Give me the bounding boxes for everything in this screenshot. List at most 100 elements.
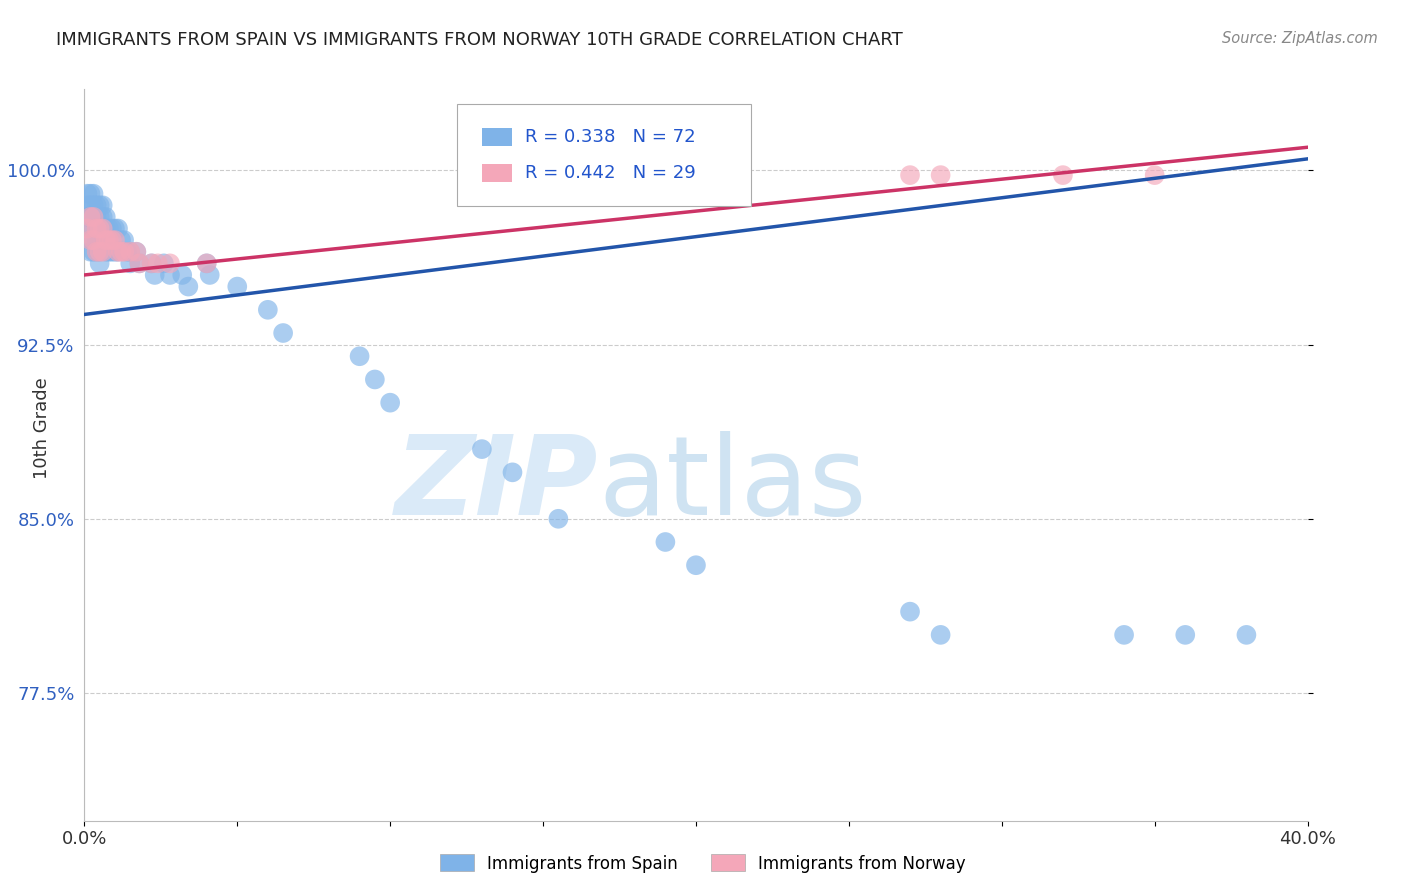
Point	[86, 233, 108, 247]
Point	[79, 210, 101, 224]
Point	[172, 268, 194, 282]
Text: R = 0.338   N = 72: R = 0.338 N = 72	[524, 128, 696, 145]
Point	[120, 256, 142, 270]
Point	[83, 221, 105, 235]
Point	[83, 186, 105, 201]
Point	[898, 168, 921, 182]
Point	[79, 233, 101, 247]
Point	[91, 198, 114, 212]
Text: 10th Grade: 10th Grade	[34, 377, 51, 479]
Point	[115, 244, 138, 259]
Point	[91, 221, 114, 235]
Point	[83, 244, 105, 259]
Point	[79, 198, 101, 212]
Point	[929, 628, 952, 642]
Point	[1052, 168, 1074, 182]
Point	[128, 256, 150, 270]
Point	[104, 221, 127, 235]
Point	[83, 210, 105, 224]
Point	[91, 210, 114, 224]
Point	[146, 256, 169, 270]
Point	[107, 244, 129, 259]
Point	[107, 244, 129, 259]
Point	[107, 221, 129, 235]
Point	[195, 256, 218, 270]
Point	[89, 221, 111, 235]
Point	[76, 186, 98, 201]
Point	[89, 221, 111, 235]
Point	[685, 558, 707, 573]
Text: Source: ZipAtlas.com: Source: ZipAtlas.com	[1222, 31, 1378, 46]
Point	[97, 233, 120, 247]
FancyBboxPatch shape	[482, 128, 513, 146]
Point	[110, 244, 132, 259]
Point	[364, 372, 387, 386]
Point	[177, 279, 200, 293]
Text: R = 0.442   N = 29: R = 0.442 N = 29	[524, 164, 696, 182]
Point	[226, 279, 249, 293]
Point	[101, 244, 124, 259]
Point	[547, 512, 569, 526]
Text: atlas: atlas	[598, 431, 866, 538]
Point	[125, 244, 148, 259]
Point	[101, 221, 124, 235]
Point	[91, 244, 114, 259]
Point	[125, 244, 148, 259]
Point	[89, 233, 111, 247]
Point	[79, 233, 101, 247]
Point	[94, 221, 117, 235]
Point	[91, 221, 114, 235]
Point	[86, 221, 108, 235]
Point	[94, 244, 117, 259]
Point	[101, 233, 124, 247]
Point	[159, 268, 181, 282]
Point	[195, 256, 218, 270]
FancyBboxPatch shape	[482, 164, 513, 183]
Point	[153, 256, 176, 270]
Legend: Immigrants from Spain, Immigrants from Norway: Immigrants from Spain, Immigrants from N…	[434, 847, 972, 880]
Point	[76, 221, 98, 235]
Text: ZIP: ZIP	[395, 431, 598, 538]
Text: IMMIGRANTS FROM SPAIN VS IMMIGRANTS FROM NORWAY 10TH GRADE CORRELATION CHART: IMMIGRANTS FROM SPAIN VS IMMIGRANTS FROM…	[56, 31, 903, 49]
Point	[112, 244, 135, 259]
Point	[104, 233, 127, 247]
Point	[898, 605, 921, 619]
Point	[86, 221, 108, 235]
Point	[1114, 628, 1136, 642]
Point	[929, 168, 952, 182]
Point	[76, 198, 98, 212]
Point	[654, 535, 676, 549]
Point	[97, 221, 120, 235]
Point	[257, 302, 280, 317]
Point	[79, 186, 101, 201]
Point	[89, 244, 111, 259]
Point	[110, 233, 132, 247]
Point	[380, 395, 402, 409]
Point	[91, 233, 114, 247]
Point	[120, 244, 142, 259]
Point	[104, 244, 127, 259]
Point	[471, 442, 494, 456]
Point	[271, 326, 294, 340]
Point	[86, 210, 108, 224]
Point	[94, 233, 117, 247]
Point	[83, 198, 105, 212]
Point	[86, 198, 108, 212]
Point	[198, 268, 221, 282]
Point	[79, 244, 101, 259]
Point	[120, 244, 142, 259]
Point	[89, 198, 111, 212]
Point	[89, 256, 111, 270]
Point	[86, 244, 108, 259]
Point	[1143, 168, 1166, 182]
Point	[141, 256, 163, 270]
Point	[97, 244, 120, 259]
Point	[94, 210, 117, 224]
Point	[159, 256, 181, 270]
Point	[112, 233, 135, 247]
Point	[143, 268, 166, 282]
Point	[79, 221, 101, 235]
Point	[128, 256, 150, 270]
Point	[89, 244, 111, 259]
Point	[1174, 628, 1197, 642]
